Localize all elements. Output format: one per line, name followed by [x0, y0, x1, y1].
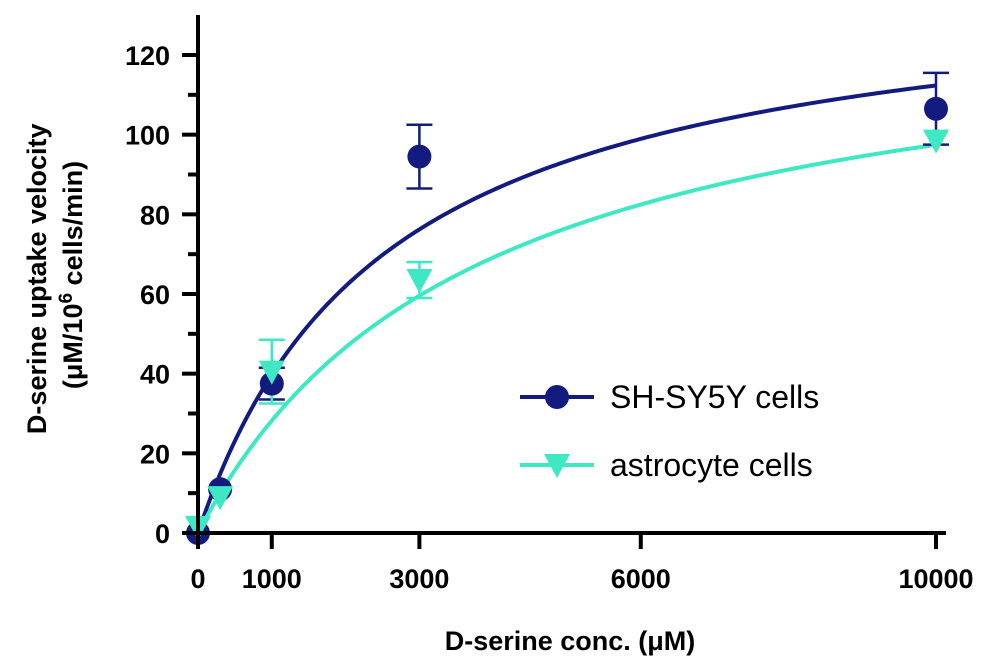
x-tick-label: 6000 [611, 564, 671, 594]
legend-marker [545, 385, 569, 409]
x-axis-title: D-serine conc. (μM) [445, 626, 696, 656]
y-tick-label: 60 [140, 280, 170, 310]
legend-marker [544, 454, 570, 478]
x-tick-label: 3000 [389, 564, 449, 594]
data-point-triangle [406, 269, 433, 294]
data-points [185, 96, 949, 545]
fit-curve [196, 142, 937, 534]
y-tick-label: 80 [140, 200, 170, 230]
legend-item: SH-SY5Y cells [520, 379, 819, 415]
y-tick-label: 20 [140, 439, 170, 469]
legend-label: astrocyte cells [610, 447, 813, 483]
x-tick-label: 1000 [242, 564, 302, 594]
x-tick-label: 0 [190, 564, 205, 594]
y-ticks: 0 20 40 60 80 100 120 [125, 41, 198, 549]
data-point-triangle [923, 129, 949, 154]
legend: SH-SY5Y cells astrocyte cells [520, 379, 819, 483]
x-ticks: 0 1000 3000 6000 10000 [190, 533, 974, 594]
y-tick-label: 100 [125, 121, 170, 151]
y-tick-label: 120 [125, 41, 170, 71]
y-axis-title-line2: (μM/106 cells/min) [56, 161, 88, 389]
y-tick-label: 0 [155, 519, 170, 549]
fit-curves [196, 83, 937, 534]
legend-item: astrocyte cells [520, 447, 813, 483]
error-bars [258, 71, 949, 405]
legend-label: SH-SY5Y cells [610, 379, 819, 415]
y-tick-label: 40 [140, 360, 170, 390]
y-axis-title-line1: D-serine uptake velocity [22, 123, 52, 434]
data-point-triangle [258, 360, 285, 385]
y-axis-title: D-serine uptake velocity (μM/106 cells/m… [22, 116, 88, 434]
fit-curve [196, 83, 937, 534]
data-point-circle [924, 96, 948, 121]
data-point-triangle [207, 486, 234, 511]
data-point-circle [407, 144, 432, 169]
x-tick-label: 10000 [898, 564, 973, 594]
